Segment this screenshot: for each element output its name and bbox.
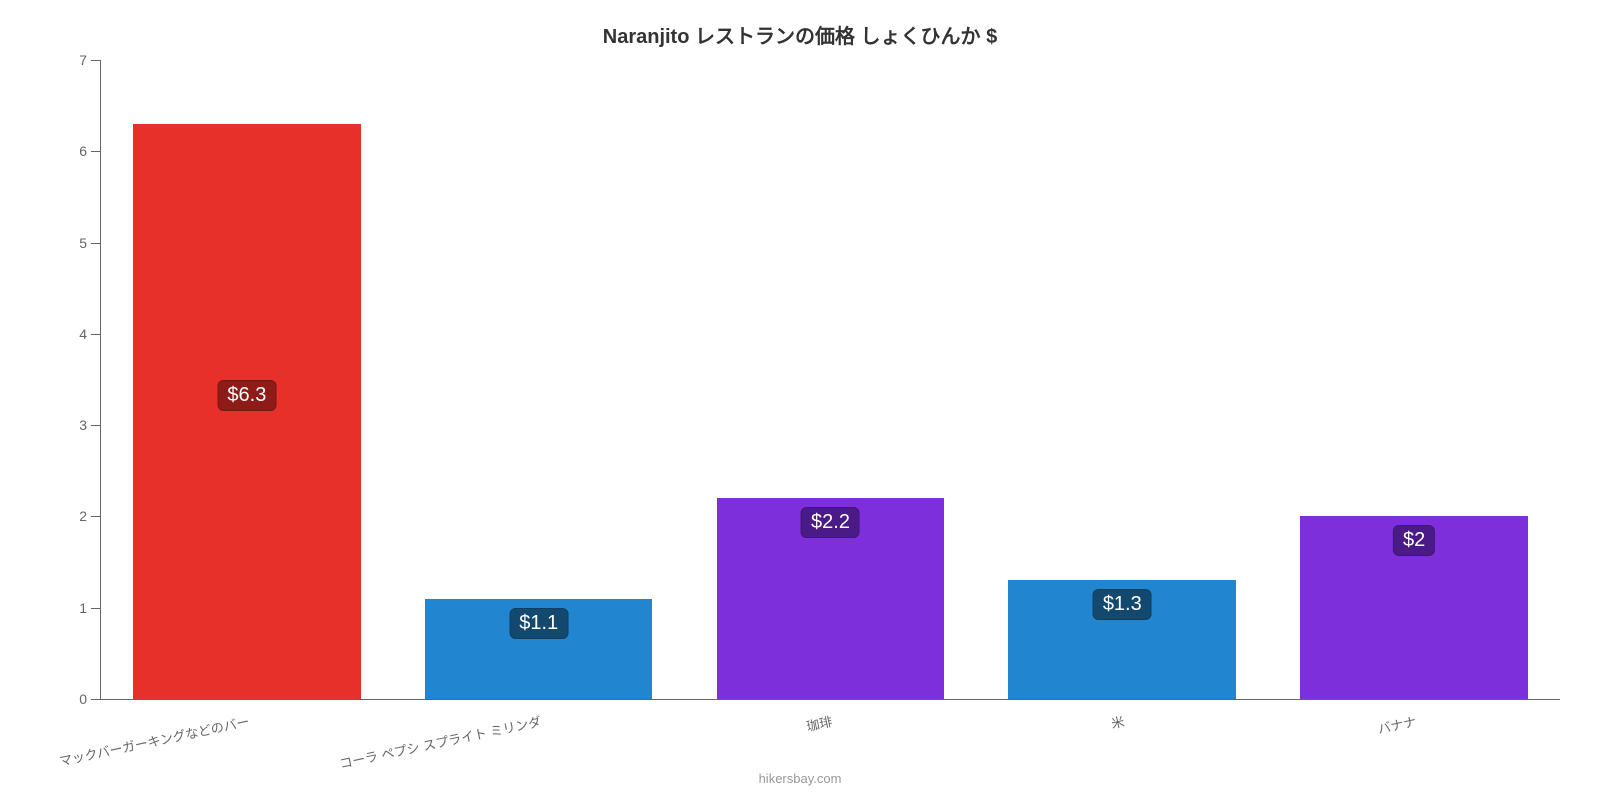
y-tick (91, 608, 101, 609)
bar: $2 (1300, 516, 1528, 699)
y-tick-label: 5 (79, 235, 87, 251)
y-tick (91, 516, 101, 517)
value-badge: $1.3 (1093, 589, 1152, 620)
bar: $1.1 (425, 599, 653, 699)
bar: $6.3 (133, 124, 361, 699)
x-category-label: コーラ ペプシ スプライト ミリンダ (337, 711, 542, 772)
x-category-label: 米 (1110, 711, 1127, 732)
y-tick (91, 334, 101, 335)
y-tick (91, 425, 101, 426)
x-category-label: バナナ (1376, 711, 1418, 738)
bar: $1.3 (1008, 580, 1236, 699)
y-tick (91, 243, 101, 244)
bar: $2.2 (717, 498, 945, 699)
y-tick-label: 7 (79, 52, 87, 68)
value-badge: $2 (1393, 525, 1435, 556)
value-badge: $6.3 (217, 380, 276, 411)
y-tick (91, 699, 101, 700)
y-tick (91, 60, 101, 61)
x-category-label: マックバーガーキングなどのバー (57, 711, 251, 770)
y-tick (91, 151, 101, 152)
y-tick-label: 3 (79, 417, 87, 433)
value-badge: $2.2 (801, 507, 860, 538)
x-category-label: 珈琲 (805, 711, 834, 735)
attribution-text: hikersbay.com (759, 771, 842, 786)
y-tick-label: 1 (79, 600, 87, 616)
chart-container: Naranjito レストランの価格 しょくひんか $ 01234567$6.3… (0, 0, 1600, 800)
y-tick-label: 0 (79, 691, 87, 707)
value-badge: $1.1 (509, 608, 568, 639)
chart-title: Naranjito レストランの価格 しょくひんか $ (0, 20, 1600, 49)
y-tick-label: 2 (79, 508, 87, 524)
y-tick-label: 6 (79, 143, 87, 159)
plot-area: 01234567$6.3マックバーガーキングなどのバー$1.1コーラ ペプシ ス… (100, 60, 1560, 700)
y-tick-label: 4 (79, 326, 87, 342)
